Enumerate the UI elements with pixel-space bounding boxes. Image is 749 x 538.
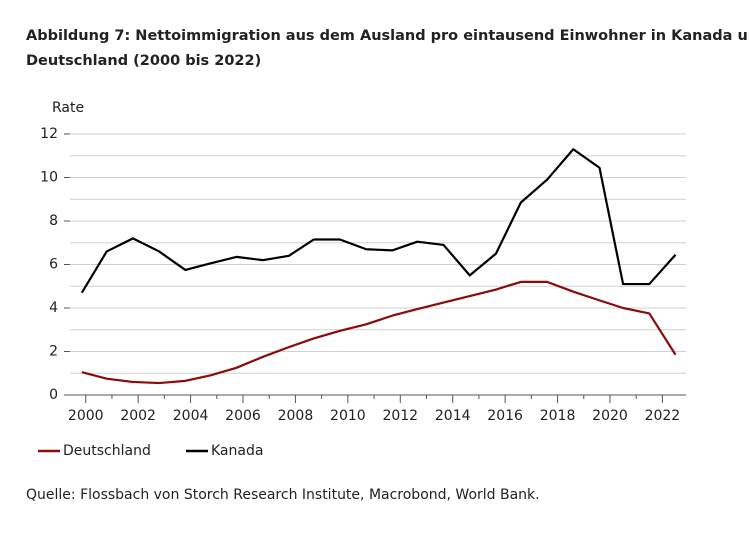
y-tick-label: 0 (49, 387, 58, 403)
y-axis-label: Rate (52, 100, 84, 116)
y-tick-label: 4 (49, 300, 58, 316)
y-tick-label: 10 (40, 170, 58, 186)
y-tick-label: 2 (49, 344, 58, 360)
chart-title: Deutschland (2000 bis 2022) (26, 53, 261, 69)
x-tick-label: 2002 (120, 408, 156, 424)
line (81, 280, 677, 385)
legend-label: Deutschland (63, 443, 151, 459)
x-tick-label: 2018 (540, 408, 576, 424)
x-tick-label: 2006 (225, 408, 261, 424)
source: Quelle: Flossbach von Storch Research In… (26, 487, 540, 503)
legend-label: Kanada (211, 443, 263, 459)
x-tick-label: 2008 (278, 408, 314, 424)
x-tick-label: 2022 (645, 408, 681, 424)
chart-title: Abbildung 7: Nettoimmigration aus dem Au… (26, 28, 749, 44)
x-tick-label: 2010 (330, 408, 366, 424)
y-tick-label: 8 (49, 213, 58, 229)
y-tick-label: 6 (49, 257, 58, 273)
x-tick-label: 2020 (592, 408, 628, 424)
x-tick-label: 2016 (487, 408, 523, 424)
line (80, 148, 677, 294)
x-tick-label: 2000 (68, 408, 104, 424)
x-tick-label: 2004 (173, 408, 209, 424)
x-tick-label: 2012 (382, 408, 418, 424)
x-tick-label: 2014 (435, 408, 471, 424)
y-tick-label: 12 (40, 126, 58, 142)
